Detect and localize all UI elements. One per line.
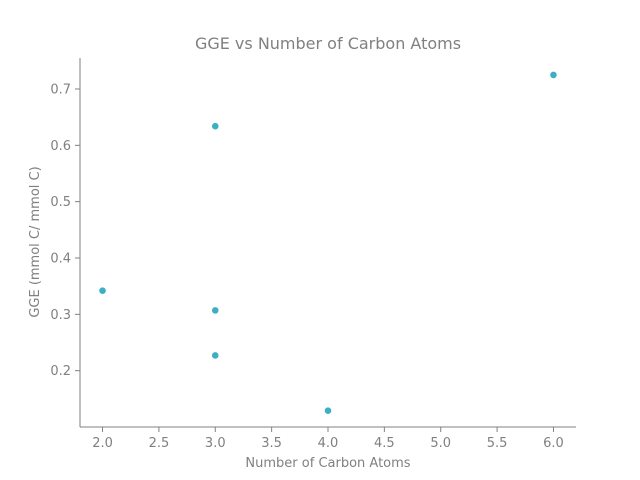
x-tick-label: 5.5 xyxy=(487,436,508,451)
data-point xyxy=(99,287,106,294)
data-point xyxy=(211,122,219,130)
x-tick-label: 3.5 xyxy=(261,436,282,451)
y-tick-label: 0.3 xyxy=(50,308,71,323)
x-axis-label: Number of Carbon Atoms xyxy=(245,456,410,471)
y-tick-label: 0.5 xyxy=(50,195,71,210)
x-tick-label: 2.0 xyxy=(92,436,113,451)
data-point xyxy=(211,352,219,359)
x-tick-label: 6.0 xyxy=(543,436,564,451)
x-tick-label: 5.0 xyxy=(430,436,451,451)
x-tick-label: 3.0 xyxy=(205,436,226,451)
x-tick-label: 4.0 xyxy=(318,436,339,451)
y-tick-label: 0.6 xyxy=(50,139,71,154)
y-tick-label: 0.2 xyxy=(50,364,71,379)
y-tick-label: 0.4 xyxy=(50,251,71,266)
data-point xyxy=(550,71,557,79)
data-point xyxy=(324,407,332,414)
data-point xyxy=(211,307,219,314)
x-axis-ticks: 2.0 2.5 3.0 3.5 4.0 4.5 5.0 5.5 6.0 xyxy=(92,427,564,451)
y-axis-ticks: 0.2 0.3 0.4 0.5 0.6 0.7 xyxy=(50,82,80,379)
x-tick-label: 2.5 xyxy=(149,436,170,451)
y-axis-label: GGE (mmol C/ mmol C) xyxy=(28,166,43,317)
y-tick-label: 0.7 xyxy=(50,82,71,97)
data-points xyxy=(99,71,557,414)
chart-title: GGE vs Number of Carbon Atoms xyxy=(195,34,461,53)
plot-area: 2.0 2.5 3.0 3.5 4.0 4.5 5.0 5.5 6.0 0.2 0.3 0.4 0.5… xyxy=(50,58,576,451)
x-tick-label: 4.5 xyxy=(374,436,395,451)
